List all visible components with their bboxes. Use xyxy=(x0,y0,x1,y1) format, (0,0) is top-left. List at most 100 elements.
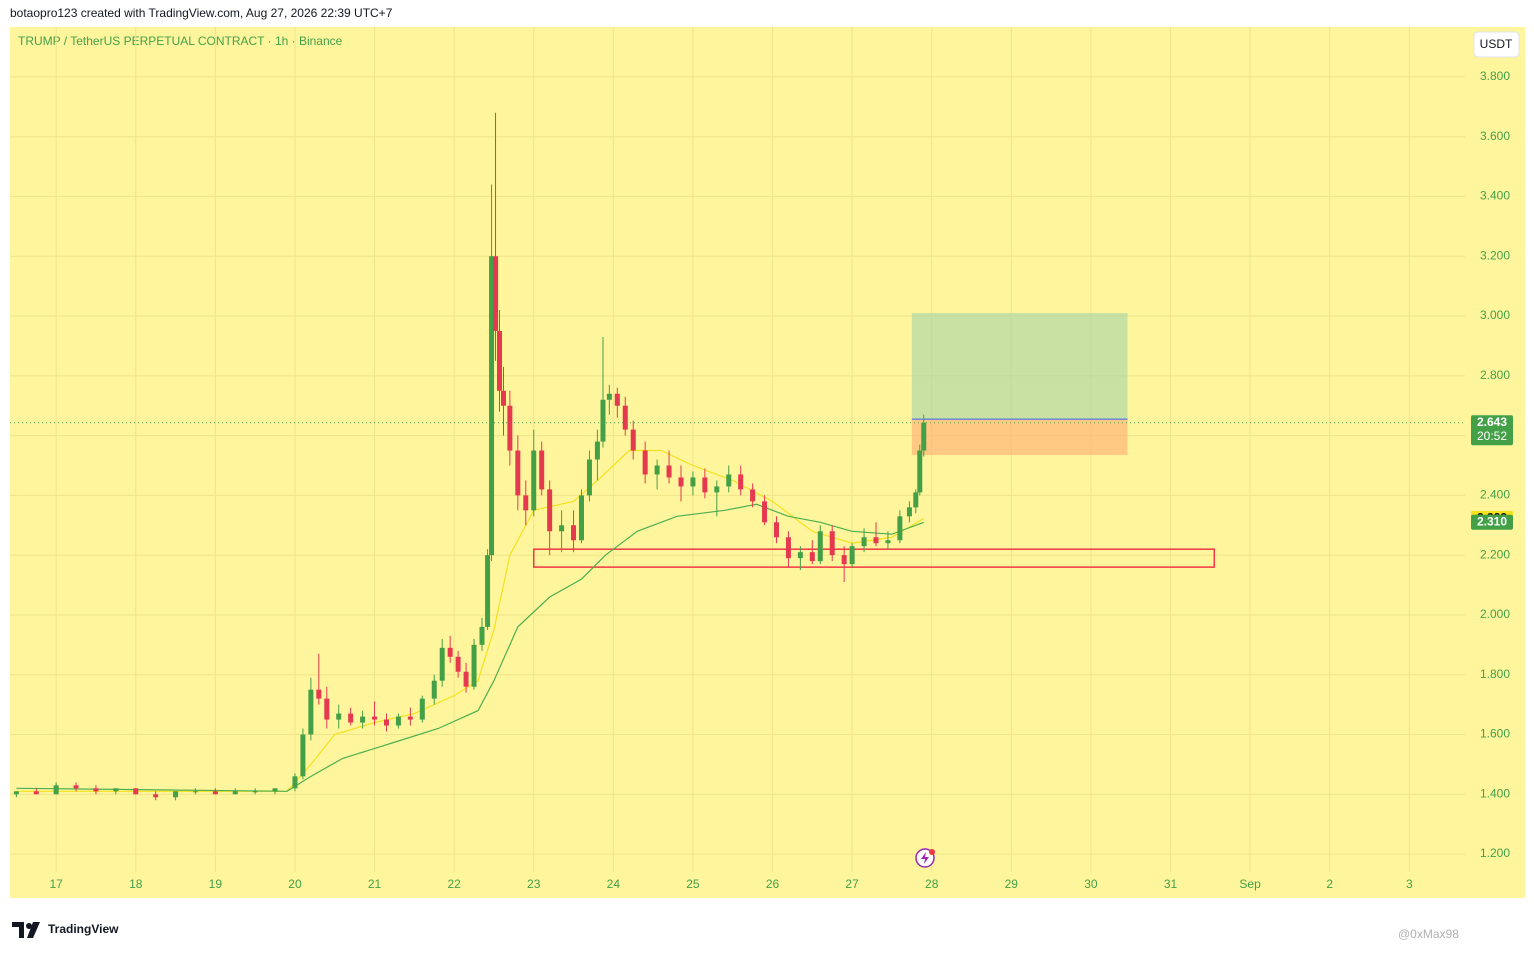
currency-button[interactable] xyxy=(1473,31,1520,58)
target-area xyxy=(911,313,1128,420)
candle-body xyxy=(493,256,499,331)
x-tick-label: 27 xyxy=(845,877,859,891)
candle-body xyxy=(762,501,768,523)
x-tick-label: 22 xyxy=(447,877,461,891)
candle-body xyxy=(336,713,342,720)
candle-body xyxy=(906,507,912,517)
candle-body xyxy=(252,791,258,793)
candle-body xyxy=(500,390,506,406)
candle-body xyxy=(678,477,684,487)
y-tick-label: 1.600 xyxy=(1480,727,1510,741)
candle-body xyxy=(630,429,636,451)
candle-body xyxy=(586,459,592,496)
moving-average xyxy=(16,449,925,792)
candle-body xyxy=(897,516,903,541)
candle-body xyxy=(455,656,461,672)
candle-body xyxy=(407,716,413,720)
candle-body xyxy=(809,552,815,562)
x-tick-label: 25 xyxy=(686,877,700,891)
candle-body xyxy=(622,405,628,430)
y-tick-label: 2.000 xyxy=(1480,607,1510,621)
candle-body xyxy=(73,785,79,789)
candle-body xyxy=(489,256,495,556)
candle-body xyxy=(849,546,855,565)
watermark: @0xMax98 xyxy=(1398,927,1459,941)
alert-icon[interactable] xyxy=(915,848,935,868)
candle-body xyxy=(447,647,453,657)
candle-body xyxy=(93,788,99,792)
attribution: botaopro123 created with TradingView.com… xyxy=(10,6,393,20)
x-tick-label: 26 xyxy=(766,877,780,891)
x-tick-label: 18 xyxy=(129,877,143,891)
candle-body xyxy=(439,647,445,681)
candle-body xyxy=(316,689,322,699)
price-tag-label: 2.310 xyxy=(1477,514,1507,528)
candle-body xyxy=(173,791,179,798)
logo-part xyxy=(26,923,32,929)
x-tick-label: 20 xyxy=(288,877,302,891)
candle-body xyxy=(53,785,59,795)
candle-body xyxy=(232,791,238,795)
candle-body xyxy=(531,450,537,511)
candle-body xyxy=(292,776,298,789)
alert-dot[interactable] xyxy=(929,849,935,855)
y-tick-label: 3.200 xyxy=(1480,248,1510,262)
logo-part xyxy=(12,922,24,938)
candle-body xyxy=(485,555,491,627)
candle-body xyxy=(523,495,529,511)
price-tag xyxy=(1471,415,1513,446)
candle-body xyxy=(192,791,198,793)
candle-body xyxy=(383,719,389,726)
candle-body xyxy=(539,450,545,490)
candle-body xyxy=(606,393,612,400)
x-tick-label: 30 xyxy=(1084,877,1098,891)
y-tick-label: 3.600 xyxy=(1480,129,1510,143)
candle-body xyxy=(471,644,477,687)
price-tag xyxy=(1471,514,1513,530)
x-tick-label: 29 xyxy=(1005,877,1019,891)
candle-body xyxy=(133,788,139,795)
candle-body xyxy=(594,441,600,460)
x-tick-label: 21 xyxy=(368,877,382,891)
candle-body xyxy=(547,489,553,532)
brand: TradingView xyxy=(48,922,119,936)
candle-body xyxy=(360,716,366,723)
candle-body xyxy=(212,791,218,795)
brand-logo xyxy=(12,922,40,938)
alert-bolt[interactable] xyxy=(921,852,929,864)
candle-body xyxy=(614,393,620,406)
support-zone xyxy=(532,548,1216,568)
candle-body xyxy=(738,474,744,490)
candle-body xyxy=(702,477,708,493)
x-tick-label: 23 xyxy=(527,877,541,891)
chart-title: TRUMP / TetherUS PERPETUAL CONTRACT · 1h… xyxy=(18,34,343,48)
candle-body xyxy=(272,788,278,792)
x-tick-label: 28 xyxy=(925,877,939,891)
candle-body xyxy=(861,537,867,547)
chart-area xyxy=(10,27,1525,898)
y-tick-label: 1.400 xyxy=(1480,786,1510,800)
candle-body xyxy=(600,399,606,442)
x-tick-label: 31 xyxy=(1164,877,1178,891)
candle-body xyxy=(13,791,19,795)
candle-body xyxy=(578,495,584,541)
candle-body xyxy=(372,716,378,720)
candle-body xyxy=(559,525,565,532)
candle-body xyxy=(873,537,879,544)
candle-body xyxy=(921,422,927,451)
candle-body xyxy=(515,450,521,496)
stop-area xyxy=(911,419,1128,456)
candle-body xyxy=(917,450,923,493)
candle-body xyxy=(153,794,159,798)
candle-body xyxy=(642,450,648,475)
candle-body xyxy=(300,734,306,777)
currency[interactable]: USDT xyxy=(1480,37,1513,51)
candle-body xyxy=(431,680,437,699)
candle-body xyxy=(507,405,513,451)
logo-part xyxy=(27,922,40,938)
y-tick-label: 2.800 xyxy=(1480,368,1510,382)
candle-body xyxy=(714,486,720,493)
y-tick-label: 3.800 xyxy=(1480,69,1510,83)
candle-body xyxy=(797,552,803,559)
